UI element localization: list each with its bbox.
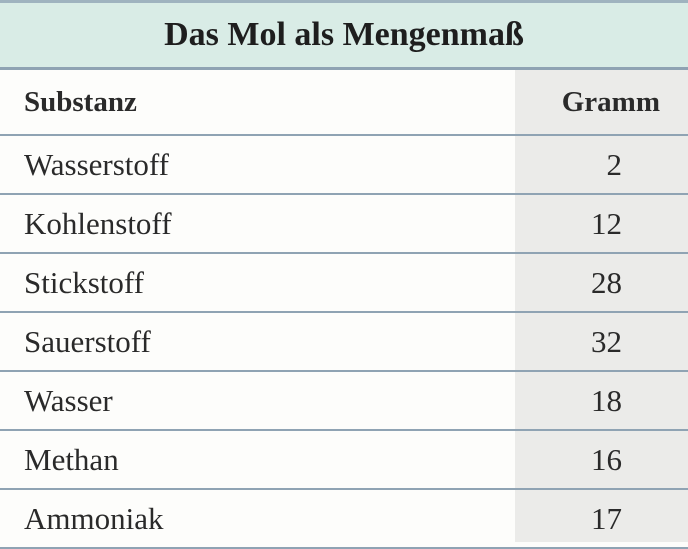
substance-cell: Sauerstoff [0,312,522,372]
gram-cell: 17 [522,489,688,549]
gram-cell: 28 [522,253,688,313]
table-row: Sauerstoff 32 [0,312,688,372]
substance-cell: Methan [0,430,522,490]
gram-cell: 2 [522,135,688,195]
substance-cell: Ammoniak [0,489,522,549]
gram-cell: 18 [522,371,688,431]
mol-table: Substanz Gramm Wasserstoff 2 Kohlenstoff 12… [0,70,688,549]
header-substanz: Substanz [0,70,522,136]
substance-cell: Wasser [0,371,522,431]
gram-cell: 12 [522,194,688,254]
table-row: Kohlenstoff 12 [0,194,688,254]
header-row: Substanz Gramm [0,70,688,136]
substance-cell: Kohlenstoff [0,194,522,254]
table-title: Das Mol als Mengenmaß [0,0,688,70]
header-gramm: Gramm [522,70,688,136]
table-row: Wasser 18 [0,371,688,431]
substance-cell: Stickstoff [0,253,522,313]
table-row: Ammoniak 17 [0,489,688,549]
substance-cell: Wasserstoff [0,135,522,195]
table-row: Stickstoff 28 [0,253,688,313]
gram-cell: 16 [522,430,688,490]
table-row: Wasserstoff 2 [0,135,688,195]
table-row: Methan 16 [0,430,688,490]
gram-cell: 32 [522,312,688,372]
